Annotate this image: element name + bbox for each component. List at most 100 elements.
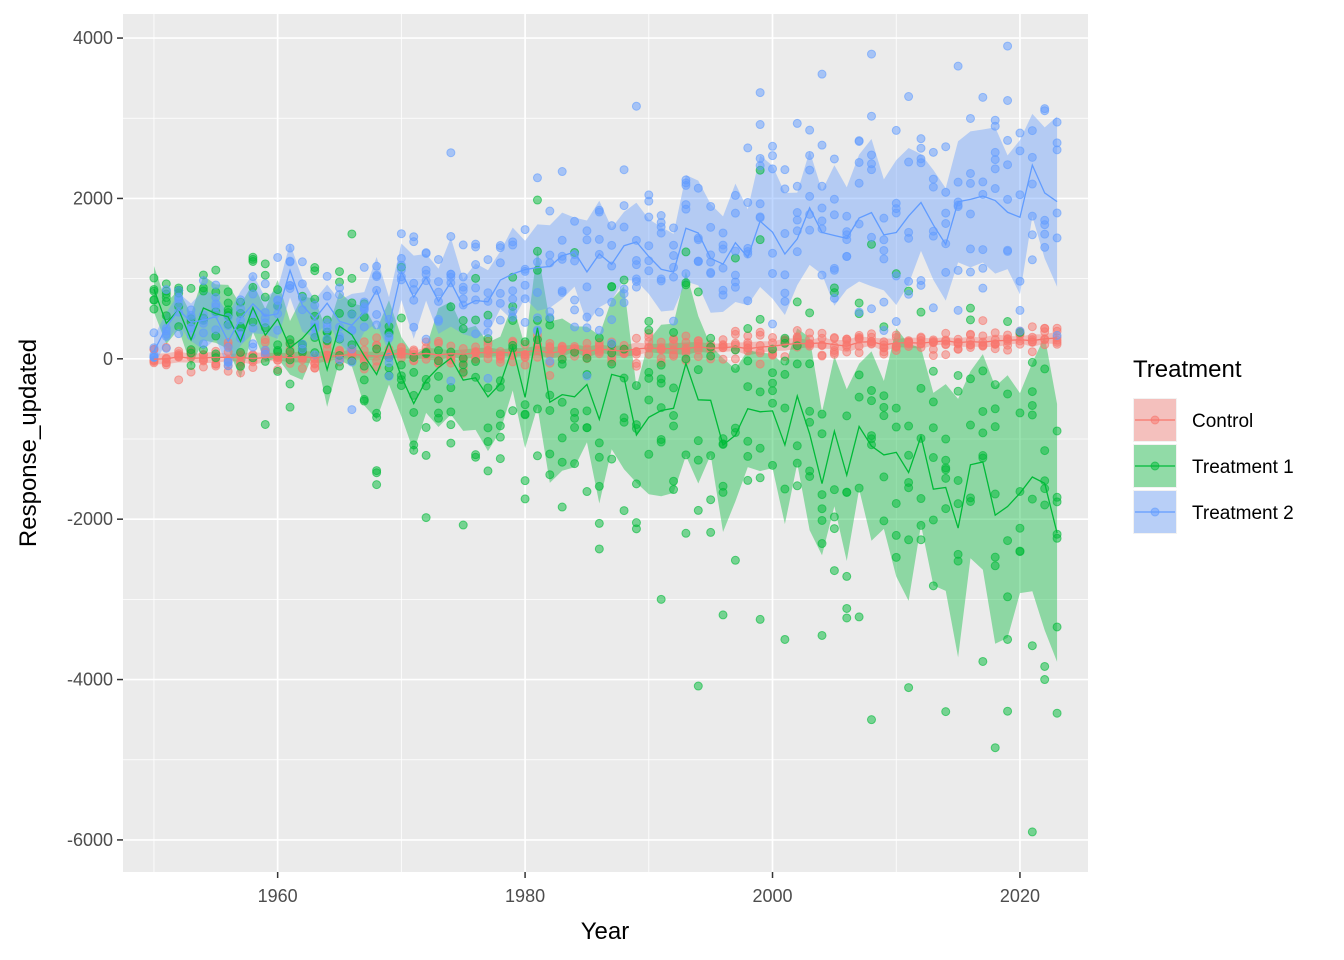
point-treatment-1 xyxy=(829,485,839,495)
point-treatment-2 xyxy=(768,151,778,161)
point-treatment-2 xyxy=(829,293,839,303)
point-treatment-2 xyxy=(297,279,307,289)
point-treatment-1 xyxy=(607,281,617,291)
point-treatment-2 xyxy=(174,286,184,296)
point-treatment-2 xyxy=(928,231,938,241)
point-treatment-2 xyxy=(1027,255,1037,265)
point-treatment-2 xyxy=(495,241,505,251)
point-treatment-2 xyxy=(446,272,456,282)
point-treatment-2 xyxy=(965,113,975,123)
grid-minor xyxy=(123,14,1088,872)
point-treatment-2 xyxy=(916,143,926,153)
point-control xyxy=(965,340,975,350)
point-treatment-2 xyxy=(471,329,481,339)
point-treatment-2 xyxy=(1003,160,1013,170)
point-treatment-1 xyxy=(273,340,283,350)
panel-background xyxy=(123,14,1088,872)
point-treatment-2 xyxy=(347,310,357,320)
legend-key-point xyxy=(1150,415,1160,425)
point-treatment-1 xyxy=(471,315,481,325)
point-treatment-1 xyxy=(149,304,159,314)
point-treatment-1 xyxy=(842,487,852,497)
point-treatment-2 xyxy=(656,276,666,286)
point-treatment-2 xyxy=(718,228,728,238)
point-treatment-2 xyxy=(780,184,790,194)
point-treatment-1 xyxy=(285,346,295,356)
point-treatment-1 xyxy=(743,382,753,392)
point-treatment-1 xyxy=(990,422,1000,432)
point-treatment-1 xyxy=(1015,523,1025,533)
point-treatment-2 xyxy=(248,339,258,349)
point-treatment-1 xyxy=(730,363,740,373)
point-treatment-1 xyxy=(396,313,406,323)
point-treatment-2 xyxy=(607,315,617,325)
x-tick-label: 1980 xyxy=(505,886,545,906)
point-treatment-2 xyxy=(409,232,419,242)
outlier-point xyxy=(1027,827,1037,837)
point-treatment-2 xyxy=(879,235,889,245)
point-treatment-1 xyxy=(149,273,159,283)
point-treatment-1 xyxy=(842,411,852,421)
point-treatment-2 xyxy=(780,229,790,239)
point-treatment-1 xyxy=(743,475,753,485)
point-treatment-2 xyxy=(730,190,740,200)
point-treatment-2 xyxy=(186,322,196,332)
point-treatment-1 xyxy=(631,479,641,489)
point-treatment-1 xyxy=(1027,387,1037,397)
point-treatment-2 xyxy=(446,376,456,386)
point-treatment-2 xyxy=(607,240,617,250)
point-treatment-1 xyxy=(854,612,864,622)
point-treatment-1 xyxy=(718,487,728,497)
point-treatment-1 xyxy=(520,476,530,486)
point-treatment-1 xyxy=(446,347,456,357)
point-treatment-2 xyxy=(805,150,815,160)
point-treatment-1 xyxy=(805,308,815,318)
point-treatment-1 xyxy=(990,552,1000,562)
point-treatment-2 xyxy=(965,209,975,219)
point-treatment-2 xyxy=(409,322,419,332)
outlier-point xyxy=(817,69,827,79)
point-treatment-2 xyxy=(520,225,530,235)
point-treatment-1 xyxy=(743,451,753,461)
point-treatment-2 xyxy=(941,208,951,218)
point-treatment-2 xyxy=(780,165,790,175)
point-treatment-1 xyxy=(805,406,815,416)
point-treatment-1 xyxy=(817,409,827,419)
point-treatment-1 xyxy=(941,504,951,514)
point-treatment-2 xyxy=(372,272,382,282)
point-treatment-2 xyxy=(780,288,790,298)
point-treatment-1 xyxy=(792,297,802,307)
point-control xyxy=(174,375,184,385)
axes: 1960 1980 2000 2020 -6000 -4000 -2000 0 2000 4000 xyxy=(67,28,1040,906)
point-treatment-2 xyxy=(545,206,555,216)
point-treatment-2 xyxy=(198,276,208,286)
point-treatment-1 xyxy=(842,613,852,623)
point-treatment-1 xyxy=(532,451,542,461)
point-treatment-1 xyxy=(978,656,988,666)
point-treatment-2 xyxy=(1003,135,1013,145)
point-treatment-1 xyxy=(706,351,716,361)
point-treatment-2 xyxy=(879,326,889,336)
point-treatment-2 xyxy=(198,328,208,338)
point-treatment-2 xyxy=(396,229,406,239)
point-treatment-1 xyxy=(594,481,604,491)
point-control xyxy=(891,345,901,355)
point-treatment-1 xyxy=(570,407,580,417)
point-treatment-1 xyxy=(842,571,852,581)
point-treatment-2 xyxy=(1003,95,1013,105)
point-treatment-1 xyxy=(186,283,196,293)
point-treatment-1 xyxy=(669,411,679,421)
y-tick-label: 4000 xyxy=(73,28,113,48)
point-treatment-2 xyxy=(161,343,171,353)
point-treatment-2 xyxy=(755,199,765,209)
point-treatment-2 xyxy=(978,263,988,273)
point-treatment-1 xyxy=(693,681,703,691)
point-treatment-2 xyxy=(297,344,307,354)
point-treatment-2 xyxy=(223,342,233,352)
point-treatment-2 xyxy=(285,281,295,291)
point-treatment-2 xyxy=(965,178,975,188)
point-treatment-1 xyxy=(805,359,815,369)
y-tick-label: -4000 xyxy=(67,670,113,690)
point-treatment-2 xyxy=(854,219,864,229)
